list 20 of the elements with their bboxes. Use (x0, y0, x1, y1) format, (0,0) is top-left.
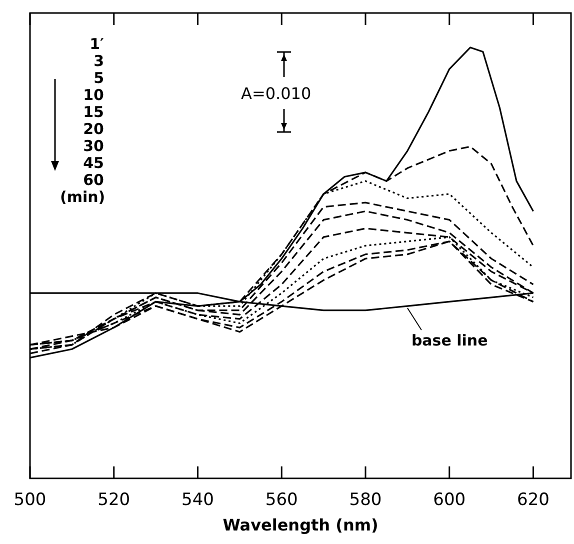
annotation: A=0.010 (240, 84, 312, 103)
x-tick-label: 500 (14, 490, 46, 510)
x-tick-label: 580 (349, 490, 382, 510)
x-tick-label: 600 (433, 490, 466, 510)
x-tick-label: 560 (265, 490, 298, 510)
annotation: 60 (82, 171, 104, 189)
x-axis-title: Wavelength (nm) (222, 516, 378, 535)
legend-label: base line (411, 331, 488, 350)
annotation: 10 (82, 86, 104, 104)
annotation: (min) (60, 188, 106, 206)
annotation: 1′ (88, 35, 104, 53)
annotation: 5 (92, 69, 104, 87)
annotation: 3 (92, 52, 104, 70)
annotation: 15 (82, 103, 104, 121)
annotation: 30 (82, 137, 104, 155)
x-tick-label: 540 (182, 490, 214, 510)
annotation: 45 (82, 154, 104, 172)
annotation: 20 (82, 120, 104, 138)
x-tick-label: 620 (517, 490, 550, 510)
x-tick-label: 520 (98, 490, 130, 510)
